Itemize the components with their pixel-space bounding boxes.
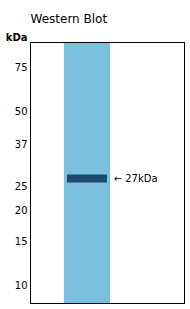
svg-text:← 27kDa: ← 27kDa [114,173,158,184]
svg-text:15: 15 [15,236,28,247]
svg-text:75: 75 [15,62,28,73]
svg-text:Western Blot: Western Blot [31,12,108,26]
svg-text:20: 20 [15,205,28,216]
svg-text:37: 37 [15,139,28,150]
svg-text:25: 25 [15,181,28,192]
svg-text:10: 10 [15,280,28,291]
svg-text:50: 50 [15,106,28,117]
svg-text:kDa: kDa [6,32,28,43]
